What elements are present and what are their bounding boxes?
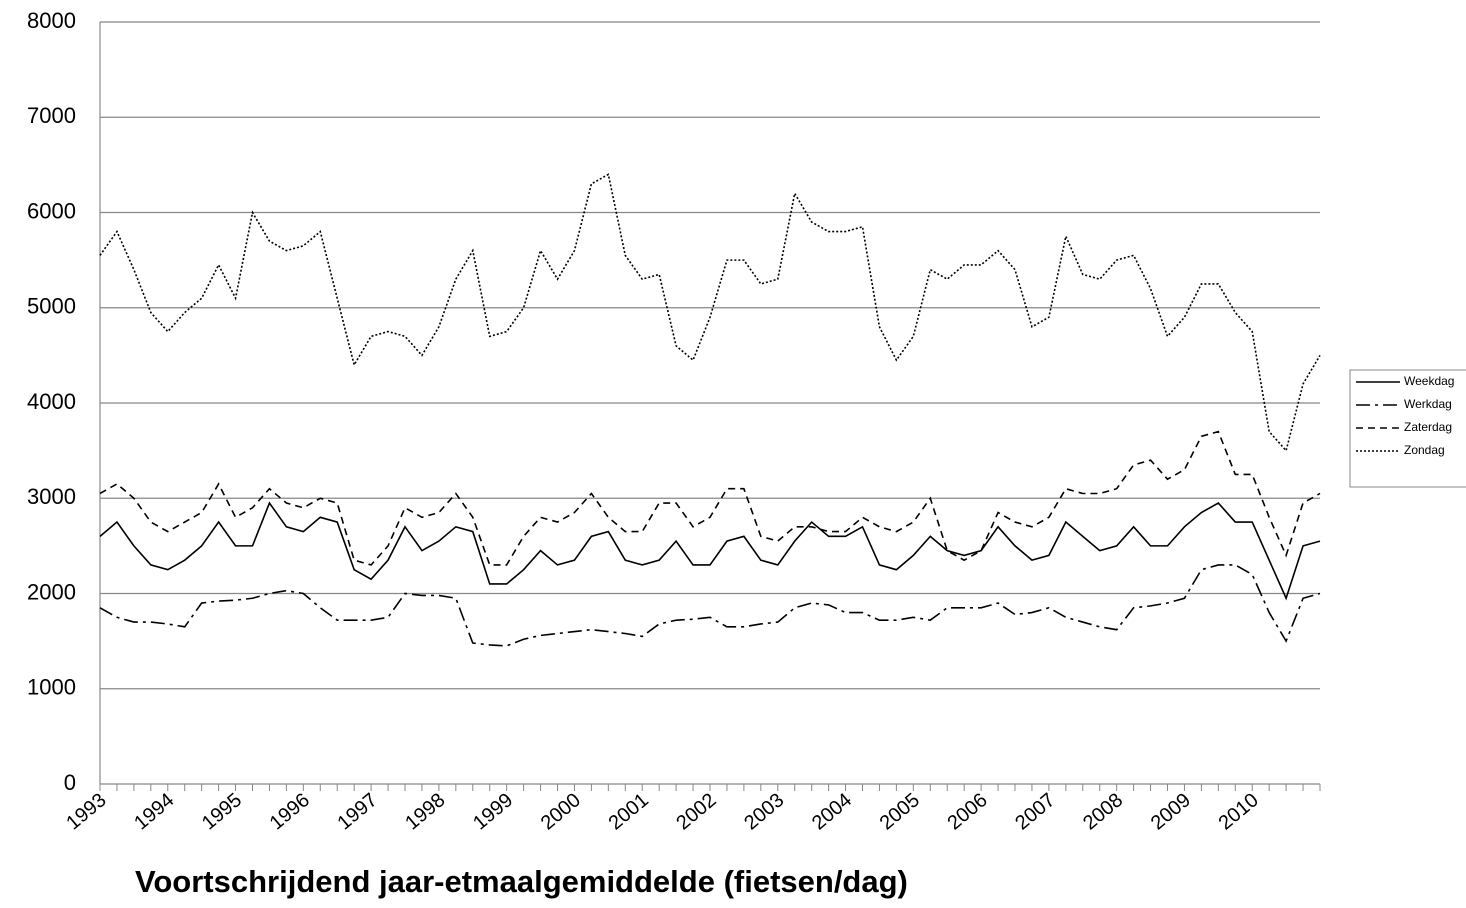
x-tick-label: 2006 (943, 789, 991, 834)
x-tick-label: 2001 (605, 789, 653, 834)
x-tick-label: 2008 (1079, 789, 1127, 834)
x-tick-label: 1993 (62, 789, 110, 834)
x-tick-label: 2009 (1147, 789, 1195, 834)
x-tick-label: 2003 (740, 789, 788, 834)
x-tick-label: 2010 (1215, 789, 1263, 834)
legend-label: Werkdag (1404, 397, 1452, 411)
y-tick-label: 8000 (27, 8, 76, 33)
x-tick-label: 1997 (333, 789, 381, 834)
x-tick-label: 1999 (469, 789, 517, 834)
series-line (99, 564, 1321, 647)
x-tick-label: 2005 (876, 789, 924, 834)
y-tick-label: 6000 (27, 198, 76, 223)
y-tick-label: 0 (64, 770, 76, 795)
legend-label: Zondag (1404, 443, 1445, 457)
y-tick-label: 4000 (27, 389, 76, 414)
series-line (99, 501, 1321, 601)
series-line (99, 173, 1321, 453)
x-tick-label: 2002 (672, 789, 720, 834)
x-tick-label: 2007 (1011, 789, 1059, 834)
y-tick-label: 1000 (27, 675, 76, 700)
y-tick-label: 7000 (27, 103, 76, 128)
legend-label: Weekdag (1404, 374, 1454, 388)
legend-label: Zaterdag (1404, 420, 1452, 434)
x-tick-label: 1995 (198, 789, 246, 834)
chart-title: Voortschrijdend jaar-etmaalgemiddelde (f… (135, 864, 908, 899)
y-tick-label: 3000 (27, 484, 76, 509)
y-tick-label: 5000 (27, 294, 76, 319)
y-tick-label: 2000 (27, 579, 76, 604)
x-tick-label: 2000 (537, 789, 585, 834)
x-tick-label: 1998 (401, 789, 449, 834)
x-tick-label: 1996 (266, 789, 314, 834)
x-tick-label: 2004 (808, 789, 856, 834)
series-line (99, 430, 1321, 566)
x-tick-label: 1994 (130, 789, 178, 834)
